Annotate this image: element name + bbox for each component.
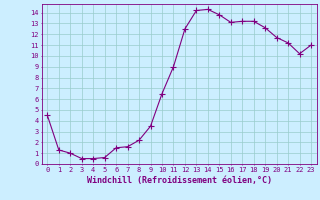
- X-axis label: Windchill (Refroidissement éolien,°C): Windchill (Refroidissement éolien,°C): [87, 176, 272, 185]
